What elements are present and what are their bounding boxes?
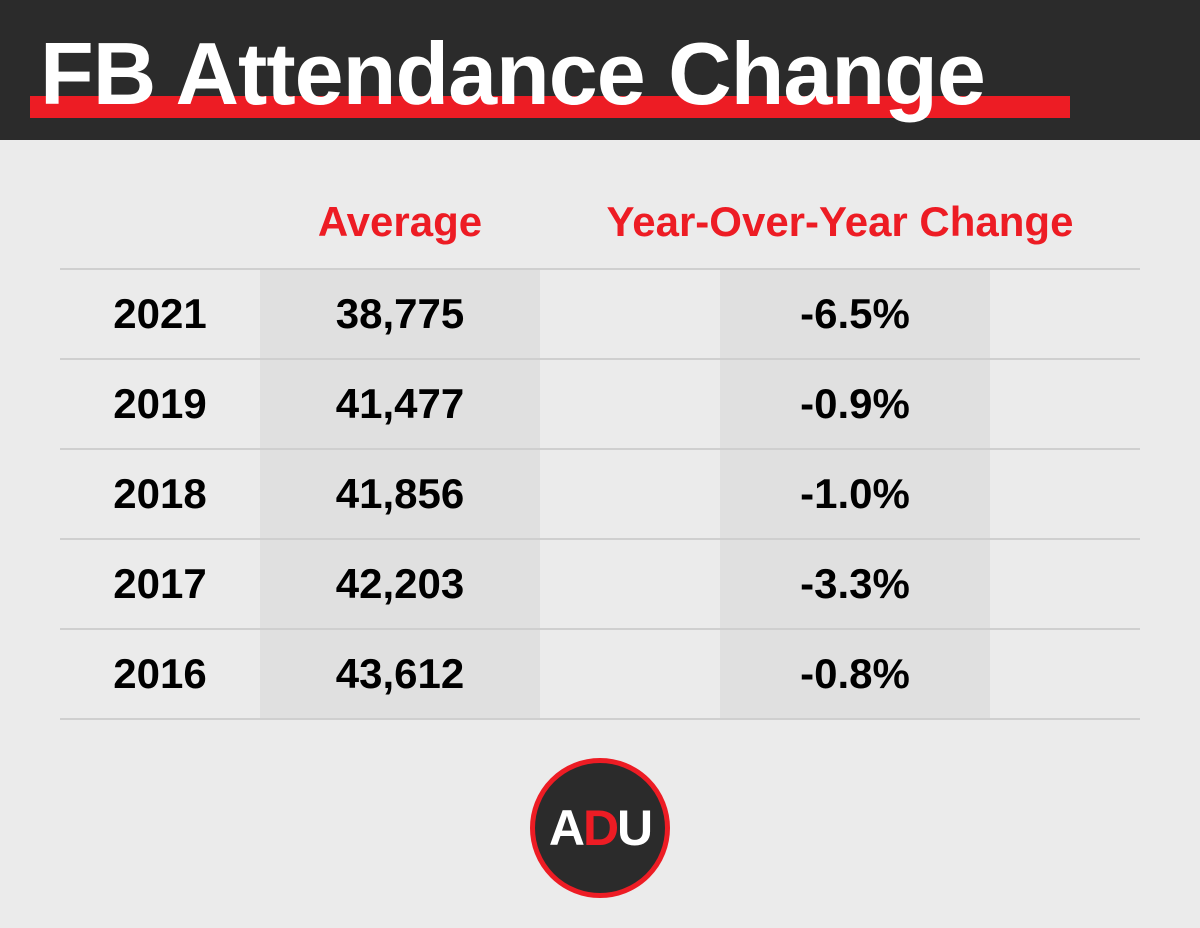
table-row: 2018 41,856 -1.0%: [60, 449, 1140, 539]
logo-container: ADU: [60, 758, 1140, 898]
table-header-row: Average Year-Over-Year Change: [60, 180, 1140, 269]
table-row: 2017 42,203 -3.3%: [60, 539, 1140, 629]
table-row: 2021 38,775 -6.5%: [60, 269, 1140, 359]
cell-year: 2016: [60, 629, 260, 719]
cell-yoy-value: -0.8%: [720, 630, 990, 718]
page-title: FB Attendance Change: [40, 28, 985, 120]
cell-year: 2021: [60, 269, 260, 359]
cell-average: 42,203: [260, 539, 540, 629]
table-row: 2019 41,477 -0.9%: [60, 359, 1140, 449]
header-bar: FB Attendance Change: [0, 0, 1200, 140]
cell-average: 41,477: [260, 359, 540, 449]
table-row: 2016 43,612 -0.8%: [60, 629, 1140, 719]
cell-yoy-value: -3.3%: [720, 540, 990, 628]
cell-year: 2018: [60, 449, 260, 539]
title-wrap: FB Attendance Change: [40, 28, 985, 120]
logo-text: ADU: [549, 799, 651, 857]
col-header-yoy: Year-Over-Year Change: [540, 180, 1140, 269]
cell-yoy-value: -6.5%: [720, 270, 990, 358]
cell-average: 38,775: [260, 269, 540, 359]
col-header-year: [60, 180, 260, 269]
logo-letter-u: U: [617, 800, 651, 856]
cell-yoy: -0.9%: [540, 359, 1140, 449]
cell-yoy-value: -1.0%: [720, 450, 990, 538]
cell-yoy: -0.8%: [540, 629, 1140, 719]
attendance-table: Average Year-Over-Year Change 2021 38,77…: [60, 180, 1140, 720]
cell-yoy: -3.3%: [540, 539, 1140, 629]
cell-yoy-value: -0.9%: [720, 360, 990, 448]
cell-year: 2017: [60, 539, 260, 629]
logo-letter-a: A: [549, 800, 583, 856]
col-header-average: Average: [260, 180, 540, 269]
table-container: Average Year-Over-Year Change 2021 38,77…: [0, 140, 1200, 928]
logo-letter-d: D: [583, 800, 617, 856]
cell-yoy: -6.5%: [540, 269, 1140, 359]
cell-year: 2019: [60, 359, 260, 449]
cell-average: 43,612: [260, 629, 540, 719]
adu-logo: ADU: [530, 758, 670, 898]
cell-yoy: -1.0%: [540, 449, 1140, 539]
cell-average: 41,856: [260, 449, 540, 539]
